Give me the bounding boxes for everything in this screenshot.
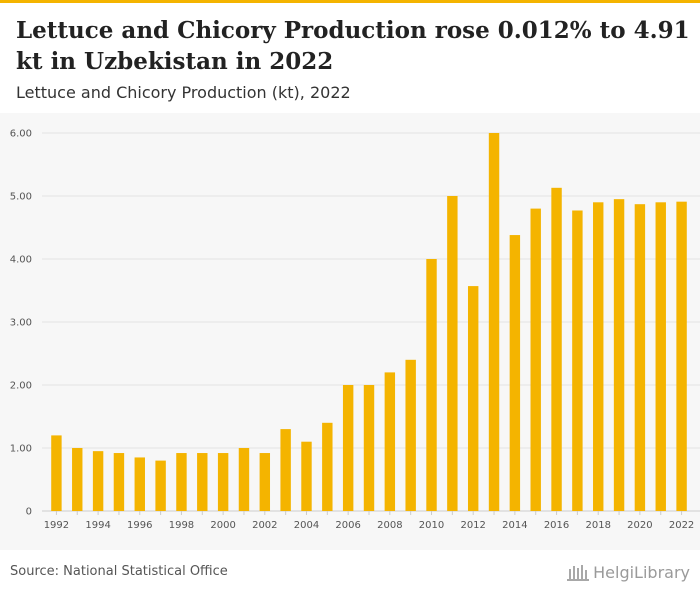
x-tick-label: 2016 [544, 520, 569, 531]
bar-chart: 0 1.00 2.00 3.00 4.00 5.00 6.00 1992 1994 1996 199… [10, 129, 700, 531]
bar [384, 372, 396, 511]
bar [51, 435, 62, 511]
y-tick-label: 6.00 [10, 129, 32, 140]
bar [113, 453, 125, 511]
bar [572, 210, 583, 511]
bar [634, 204, 646, 511]
chart-subtitle: Lettuce and Chicory Production (kt), 202… [16, 83, 351, 102]
bar [593, 202, 604, 512]
x-tick-label: 2006 [335, 520, 360, 531]
y-tick-label: 0 [26, 507, 32, 518]
x-tick-label: 1992 [44, 520, 69, 531]
bar [197, 453, 208, 511]
chart-area: 0 1.00 2.00 3.00 4.00 5.00 6.00 1992 1994 1996 199… [0, 113, 700, 550]
bar [342, 385, 354, 511]
bar [488, 133, 500, 511]
bar [676, 201, 687, 512]
bar [426, 259, 437, 511]
bar [613, 199, 625, 511]
bar [280, 429, 291, 511]
bar [655, 202, 666, 512]
bar [301, 441, 312, 511]
bar [509, 235, 521, 511]
x-tick-label: 2020 [627, 520, 652, 531]
y-tick-label: 5.00 [10, 192, 32, 203]
x-tick-label: 1998 [169, 520, 194, 531]
x-tick-label: 2010 [419, 520, 444, 531]
bar [363, 385, 375, 511]
bar [530, 208, 541, 511]
x-tick-label: 2018 [585, 520, 610, 531]
y-tick-label: 1.00 [10, 444, 32, 455]
bar [551, 187, 562, 511]
bar [176, 453, 187, 511]
x-tick-label: 2000 [210, 520, 235, 531]
bar [217, 453, 229, 511]
chart-title: Lettuce and Chicory Production rose 0.01… [16, 17, 690, 75]
y-tick-label: 4.00 [10, 255, 32, 266]
y-tick-label: 2.00 [10, 381, 32, 392]
logo-text: HelgiLibrary [593, 562, 690, 582]
bar [405, 359, 416, 511]
building-icon [567, 565, 590, 581]
x-tick-label: 1996 [127, 520, 152, 531]
y-tick-label: 3.00 [10, 318, 32, 329]
bar [447, 196, 458, 511]
bar [134, 457, 145, 511]
bar [72, 448, 83, 511]
x-tick-label: 2008 [377, 520, 402, 531]
bar [322, 422, 333, 511]
bar [259, 453, 271, 511]
x-tick-label: 1994 [85, 520, 110, 531]
bar [155, 460, 166, 511]
x-tick-label: 2002 [252, 520, 277, 531]
chart-footer: Source: National Statistical Office Helg… [0, 550, 700, 596]
bar [467, 286, 479, 511]
chart-header: Lettuce and Chicory Production rose 0.01… [0, 3, 700, 113]
bar [92, 451, 104, 511]
top-accent-line [0, 0, 700, 3]
x-tick-label: 2022 [669, 520, 694, 531]
x-tick-label: 2004 [294, 520, 319, 531]
helgi-library-logo[interactable]: HelgiLibrary [566, 558, 690, 586]
x-tick-label: 2012 [460, 520, 485, 531]
x-tick-label: 2014 [502, 520, 527, 531]
bar [238, 448, 250, 511]
source-note: Source: National Statistical Office [10, 564, 228, 579]
